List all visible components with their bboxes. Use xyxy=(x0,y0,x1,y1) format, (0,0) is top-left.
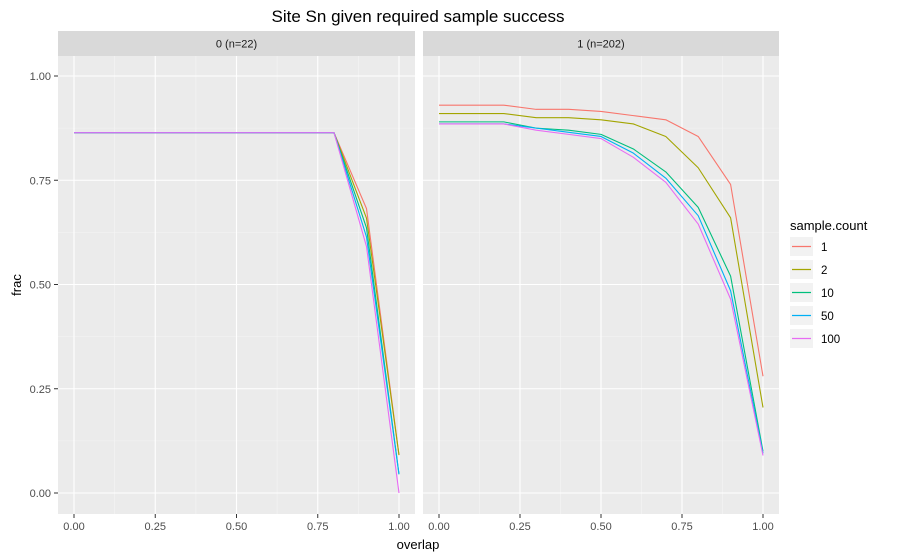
y-tick-label: 0.00 xyxy=(30,488,51,500)
series-line-1 xyxy=(439,104,764,377)
legend-title: sample.count xyxy=(790,218,868,233)
legend-entry-2: 2 xyxy=(790,260,827,279)
legend: sample.count 1 2 10 50 100 xyxy=(790,218,868,348)
x-tick-label: 0.50 xyxy=(590,521,611,533)
x-tick-label: 0.25 xyxy=(145,521,166,533)
facet-strip-label: 1 (n=202) xyxy=(577,39,624,51)
facet-strip-label: 0 (n=22) xyxy=(216,39,257,51)
legend-label: 50 xyxy=(821,311,834,323)
y-tick-label: 1.00 xyxy=(30,71,51,83)
x-tick-label: 1.00 xyxy=(388,521,409,533)
y-tick-label: 0.75 xyxy=(30,175,51,187)
facet-panel-1: 1 (n=202) 0.00 0.25 0.50 0.75 1.00 xyxy=(423,31,779,533)
x-tick-label: 0.75 xyxy=(307,521,328,533)
y-tick-label: 0.50 xyxy=(30,280,51,292)
legend-label: 10 xyxy=(821,288,834,300)
y-axis-title: frac xyxy=(9,274,24,296)
x-axis-title: overlap xyxy=(397,537,440,552)
x-tick-label: 0.00 xyxy=(63,521,84,533)
facet-strip xyxy=(423,31,779,56)
x-tick-label: 0.00 xyxy=(428,521,449,533)
legend-entry-1: 1 xyxy=(790,237,827,256)
y-axis: 0.00 0.25 0.50 0.75 1.00 xyxy=(30,71,58,500)
legend-label: 2 xyxy=(821,265,827,277)
legend-entry-10: 10 xyxy=(790,283,834,302)
x-tick-label: 1.00 xyxy=(752,521,773,533)
x-tick-label: 0.75 xyxy=(671,521,692,533)
series-line-2 xyxy=(439,112,764,408)
facet-panel-0: 0 (n=22) 0.00 0.25 0.50 0.75 1.00 xyxy=(58,31,415,533)
series-line-100 xyxy=(74,132,400,494)
series-line-100 xyxy=(439,123,764,456)
series-line-10 xyxy=(439,121,764,452)
y-tick-label: 0.25 xyxy=(30,384,51,396)
facet-strip xyxy=(58,31,415,56)
legend-label: 1 xyxy=(821,242,827,254)
x-tick-label: 0.50 xyxy=(226,521,247,533)
legend-entry-100: 100 xyxy=(790,329,840,348)
legend-label: 100 xyxy=(821,334,840,346)
facet-panels: 0 (n=22) 0.00 0.25 0.50 0.75 1.00 1 (n=202) 0.0… xyxy=(58,31,779,533)
chart-title: Site Sn given required sample success xyxy=(272,7,565,26)
x-tick-label: 0.25 xyxy=(509,521,530,533)
legend-entry-50: 50 xyxy=(790,306,834,325)
